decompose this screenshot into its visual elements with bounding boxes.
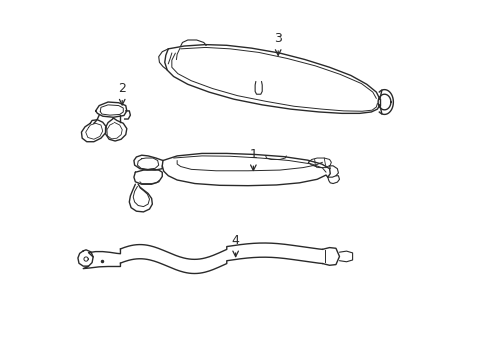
Text: 2: 2 (118, 82, 126, 105)
Text: 1: 1 (249, 148, 257, 171)
Text: 4: 4 (231, 234, 239, 257)
Text: 3: 3 (274, 32, 282, 55)
